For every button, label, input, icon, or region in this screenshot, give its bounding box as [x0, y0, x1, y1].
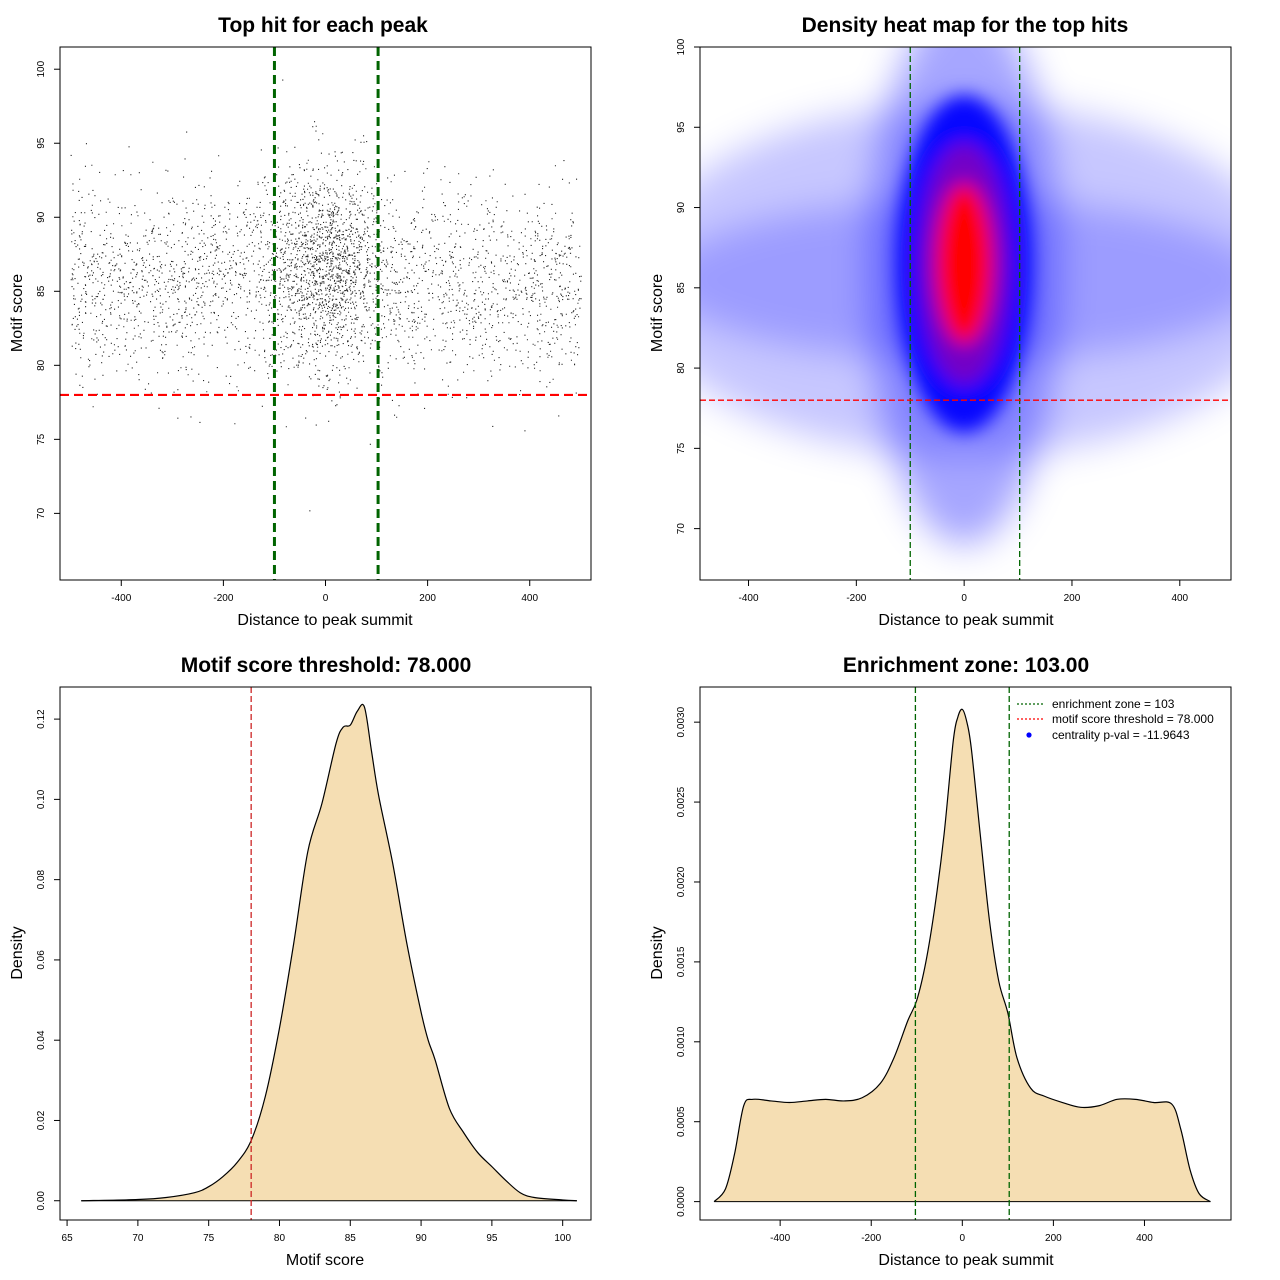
x-tick-label: -400: [770, 1233, 790, 1244]
panel-top-hit-scatter: Top hit for each peak -400 -200 0 200 400 70 7…: [9, 14, 592, 629]
legend-key-pval: [1026, 732, 1032, 738]
y-tick-label: 0.0015: [676, 946, 687, 977]
y-axis-label: Density: [9, 926, 26, 979]
x-tick-label: 70: [132, 1233, 144, 1244]
x-tick-label: 0: [323, 593, 329, 604]
y-tick-label: 80: [36, 359, 47, 371]
y-axis-label: Density: [649, 926, 666, 979]
heatmap-red-core: [936, 183, 993, 345]
reference-lines: [60, 47, 591, 580]
legend-label: enrichment zone = 103: [1052, 697, 1175, 711]
y-tick-label: 0.0025: [676, 786, 687, 817]
axes: 65 70 75 80 85 90 95 100 0.00 0.02 0.04 0.06 0.08 0.1…: [36, 709, 571, 1244]
y-tick-label: 70: [36, 507, 47, 519]
y-tick-label: 0.0000: [676, 1186, 687, 1217]
panel-score-density: Motif score threshold: 78.000 65 70 75 80 85…: [9, 654, 592, 1269]
y-tick-label: 0.0010: [676, 1026, 687, 1057]
x-tick-label: -200: [846, 593, 866, 604]
x-tick-label: 400: [521, 593, 538, 604]
legend-label: centrality p-val = -11.9643: [1052, 728, 1190, 742]
panel-distance-density: Enrichment zone: 103.00 -400 -200 0 200 400 0…: [649, 654, 1232, 1269]
x-axis-label: Distance to peak summit: [237, 612, 413, 629]
heatmap-field: [700, 47, 1231, 580]
y-tick-label: 0.10: [36, 789, 47, 809]
x-tick-label: 200: [1064, 593, 1081, 604]
x-tick-label: -200: [213, 593, 233, 604]
x-axis-label: Distance to peak summit: [878, 612, 1054, 629]
y-tick-label: 85: [36, 285, 47, 297]
x-tick-label: 65: [62, 1233, 74, 1244]
scatter-point-cloud: [70, 79, 582, 512]
legend: enrichment zone = 103 motif score thresh…: [1017, 697, 1214, 742]
density-curve: [713, 708, 1211, 1203]
chart-title: Density heat map for the top hits: [802, 14, 1129, 37]
y-tick-label: 70: [676, 523, 687, 535]
y-axis-label: Motif score: [9, 274, 26, 352]
y-tick-label: 0.0030: [676, 706, 687, 737]
density-area-fill: [714, 709, 1211, 1202]
y-tick-label: 0.0005: [676, 1106, 687, 1137]
y-tick-label: 90: [36, 211, 47, 223]
heatmap-core-layer: [896, 95, 1033, 433]
y-tick-label: 0.08: [36, 869, 47, 889]
y-tick-label: 95: [676, 121, 687, 133]
y-tick-label: 80: [676, 362, 687, 374]
chart-title: Motif score threshold: 78.000: [181, 654, 472, 677]
density-curve: [81, 703, 577, 1202]
y-tick-label: 75: [676, 442, 687, 454]
x-tick-label: 200: [1045, 1233, 1062, 1244]
x-tick-label: -400: [739, 593, 759, 604]
axes: -400 -200 0 200 400 70 75 80 85 90 95 100: [676, 38, 1189, 604]
x-tick-label: 80: [274, 1233, 286, 1244]
y-tick-label: 0.00: [36, 1191, 47, 1211]
panel-density-heatmap: Density heat map for the top hits -400 -2…: [649, 14, 1232, 629]
y-tick-label: 85: [676, 282, 687, 294]
x-axis-label: Motif score: [286, 1252, 364, 1269]
x-tick-label: 85: [345, 1233, 357, 1244]
x-tick-label: 90: [416, 1233, 428, 1244]
x-tick-label: 400: [1136, 1233, 1153, 1244]
x-axis-label: Distance to peak summit: [878, 1252, 1054, 1269]
x-tick-label: 100: [554, 1233, 571, 1244]
y-tick-label: 0.0020: [676, 866, 687, 897]
legend-label: motif score threshold = 78.000: [1052, 712, 1214, 726]
y-tick-label: 0.02: [36, 1110, 47, 1130]
reference-lines: [700, 47, 1231, 580]
y-tick-label: 95: [36, 137, 47, 149]
chart-title: Enrichment zone: 103.00: [843, 654, 1089, 677]
axes: -400 -200 0 200 400 0.0000 0.0005 0.0010 0.0015 0…: [676, 706, 1153, 1244]
chart-title: Top hit for each peak: [218, 14, 428, 37]
y-tick-label: 0.06: [36, 950, 47, 970]
density-line: [81, 703, 577, 1202]
x-tick-label: -200: [861, 1233, 881, 1244]
y-tick-label: 0.12: [36, 709, 47, 729]
x-tick-label: 400: [1171, 593, 1188, 604]
scatter-points: [70, 79, 582, 512]
reference-lines: [914, 687, 1010, 1220]
y-tick-label: 100: [676, 38, 687, 55]
x-tick-label: 0: [961, 593, 967, 604]
x-tick-label: -400: [111, 593, 131, 604]
x-tick-label: 75: [203, 1233, 215, 1244]
y-tick-label: 75: [36, 433, 47, 445]
y-tick-label: 0.04: [36, 1030, 47, 1050]
y-axis-label: Motif score: [649, 274, 666, 352]
x-tick-label: 95: [486, 1233, 498, 1244]
x-tick-label: 200: [419, 593, 436, 604]
x-tick-label: 0: [960, 1233, 966, 1244]
density-line: [713, 708, 1211, 1203]
y-tick-label: 100: [36, 60, 47, 77]
y-tick-label: 90: [676, 202, 687, 214]
density-area-fill: [81, 704, 577, 1201]
axes: -400 -200 0 200 400 70 75 80 85 90 95 100: [36, 60, 539, 604]
